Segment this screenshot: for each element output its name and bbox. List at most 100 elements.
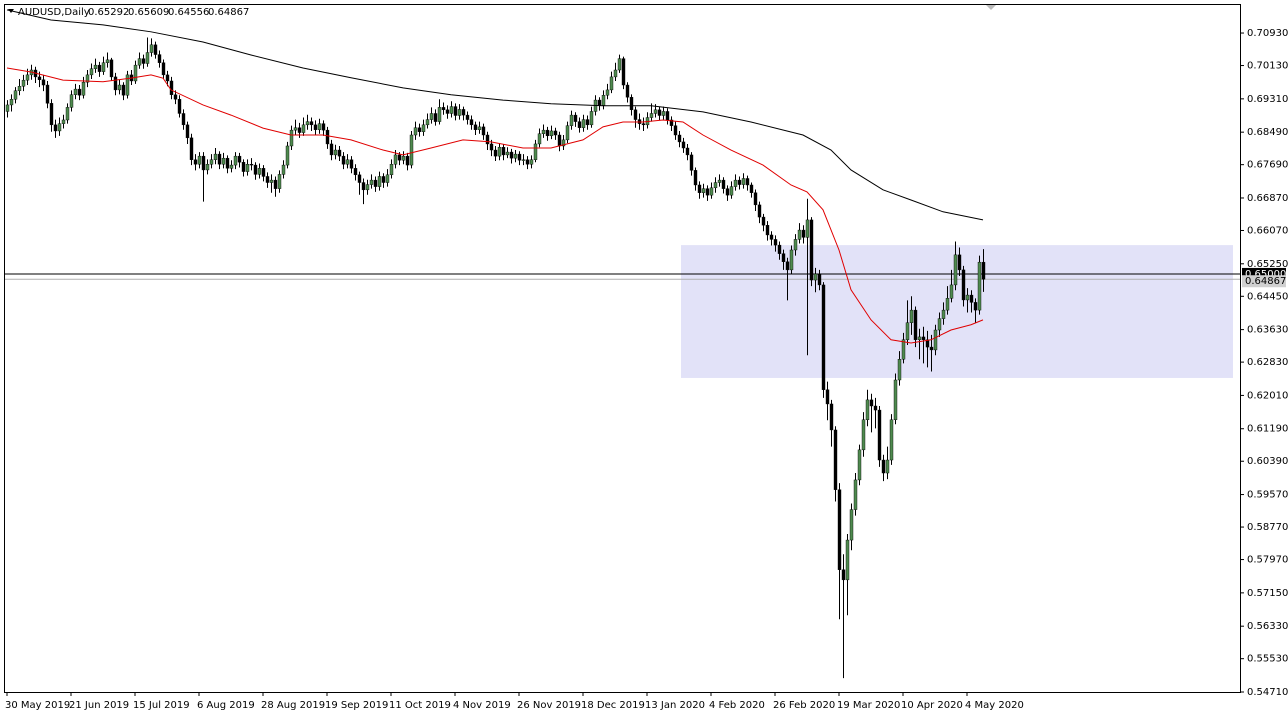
candle-body [137, 58, 142, 66]
candle-body [181, 113, 186, 126]
candle-body [897, 359, 902, 381]
candle-body [257, 168, 262, 175]
candle-body [689, 154, 694, 171]
candle-body [485, 134, 490, 145]
candle-body [805, 219, 810, 238]
candle-body [801, 229, 806, 238]
x-tick-label: 6 Aug 2019 [197, 700, 255, 711]
candle-body [413, 127, 418, 136]
candle-body [441, 107, 446, 111]
candle-body [789, 249, 794, 271]
candle-body [309, 121, 314, 126]
candle-body [317, 123, 322, 130]
candle-body [461, 109, 466, 116]
candle-body [553, 130, 558, 136]
y-tick-label: 0.57970 [1247, 555, 1288, 566]
candle-body [933, 329, 938, 351]
candle-body [953, 254, 958, 286]
y-tick-label: 0.62830 [1247, 357, 1288, 368]
y-tick-label: 0.55530 [1247, 654, 1288, 665]
y-tick-label: 0.60390 [1247, 456, 1288, 467]
candle-body [25, 74, 30, 81]
candle-body [769, 234, 774, 240]
candle-body [161, 62, 166, 76]
x-tick-label: 11 Oct 2019 [389, 700, 451, 711]
candle-body [633, 109, 638, 120]
candle-body [761, 216, 766, 226]
candle-body [197, 155, 202, 165]
candle-body [629, 97, 634, 111]
candle-body [641, 123, 646, 126]
candle-body [557, 134, 562, 147]
candle-body [169, 80, 174, 95]
y-tick-label: 0.59570 [1247, 490, 1288, 501]
candle-body [349, 159, 354, 169]
candle-body [249, 164, 254, 166]
candle-body [541, 129, 546, 134]
y-tick-label: 0.70930 [1247, 28, 1288, 39]
candle-body [241, 162, 246, 172]
candle-body [385, 174, 390, 183]
candle-body [533, 143, 538, 160]
x-tick-label: 26 Nov 2019 [517, 700, 581, 711]
candle-body [457, 109, 462, 116]
y-tick-label: 0.58770 [1247, 522, 1288, 533]
candle-body [377, 176, 382, 187]
candle-body [537, 133, 542, 145]
candle-body [9, 99, 14, 106]
candle-body [341, 155, 346, 165]
candle-body [709, 187, 714, 196]
candle-body [861, 419, 866, 451]
candle-body [609, 76, 614, 91]
candle-body [189, 137, 194, 160]
candle-body [521, 159, 526, 161]
candle-body [981, 261, 986, 280]
candle-body [881, 459, 886, 474]
x-tick-label: 13 Jan 2020 [645, 700, 705, 711]
candle-body [481, 126, 486, 136]
candle-body [825, 389, 830, 405]
candle-body [225, 157, 230, 169]
candle-body [853, 479, 858, 510]
candle-body [65, 107, 70, 121]
y-tick-label: 0.61190 [1247, 424, 1288, 435]
candle-body [329, 143, 334, 156]
candle-body [305, 121, 310, 126]
candle-body [45, 84, 50, 104]
candle-body [381, 176, 386, 183]
candle-body [157, 54, 162, 63]
candle-body [677, 134, 682, 143]
candle-body [869, 399, 874, 407]
candle-body [673, 125, 678, 136]
candle-body [425, 119, 430, 126]
candle-body [133, 64, 138, 82]
candle-body [493, 149, 498, 157]
candle-body [653, 109, 658, 114]
candle-body [905, 322, 910, 340]
candle-body [221, 157, 226, 165]
candle-body [81, 81, 86, 96]
candle-body [741, 178, 746, 185]
candle-body [753, 192, 758, 206]
candle-body [153, 44, 158, 55]
y-tick-label: 0.66870 [1247, 193, 1288, 204]
candle-body [785, 261, 790, 271]
candle-body [581, 119, 586, 128]
moving-average [6, 9, 984, 221]
candle-body [217, 153, 222, 165]
candle-body [61, 119, 66, 124]
candle-body [577, 121, 582, 128]
candle-body [717, 179, 722, 183]
candle-body [401, 155, 406, 161]
candle-body [389, 164, 394, 176]
candle-body [721, 179, 726, 189]
candle-body [845, 539, 850, 581]
moving-average [6, 67, 984, 344]
candle-body [657, 109, 662, 116]
candle-body [373, 179, 378, 187]
candle-body [253, 164, 258, 175]
candle-body [361, 182, 366, 191]
candle-body [909, 309, 914, 323]
